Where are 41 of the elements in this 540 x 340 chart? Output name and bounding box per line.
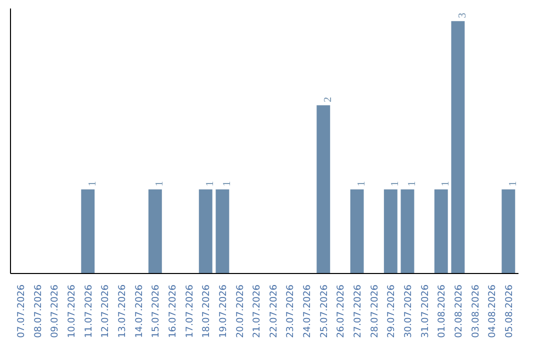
x-tick-label: 05.08.2026 [504, 284, 515, 338]
data-label: 1 [390, 181, 402, 186]
data-label: 2 [322, 96, 334, 102]
x-tick-label: 03.08.2026 [470, 284, 482, 338]
x-tick-label: 21.07.2026 [252, 284, 263, 338]
data-label: 1 [154, 181, 166, 186]
x-tick-label: 04.08.2026 [487, 284, 498, 338]
data-label: 1 [87, 181, 98, 186]
x-tick-label: 31.07.2026 [420, 284, 431, 338]
x-tick-label: 28.07.2026 [369, 284, 380, 338]
x-tick-label: 25.07.2026 [318, 284, 330, 338]
x-tick-label: 22.07.2026 [268, 284, 280, 338]
x-tick-label: 23.07.2026 [285, 284, 296, 338]
x-tick-label: 11.07.2026 [83, 284, 94, 338]
data-label: 1 [440, 181, 452, 186]
data-label: 1 [406, 181, 418, 186]
x-tick-label: 29.07.2026 [386, 284, 398, 338]
x-tick-label: 16.07.2026 [167, 284, 178, 338]
x-tick-label: 14.07.2026 [134, 284, 145, 338]
x-tick-label: 24.07.2026 [302, 284, 314, 338]
data-label: 1 [222, 181, 233, 186]
data-label: 1 [508, 181, 519, 186]
x-tick-label: 30.07.2026 [402, 284, 414, 338]
data-label: 1 [356, 181, 368, 186]
x-tick-label: 09.07.2026 [50, 284, 61, 338]
x-tick-label: 17.07.2026 [184, 284, 196, 338]
data-label: 3 [457, 12, 468, 18]
x-tick-label: 07.07.2026 [16, 284, 28, 338]
data-label: 1 [205, 181, 216, 186]
x-tick-label: 15.07.2026 [150, 284, 162, 338]
x-tick-label: 19.07.2026 [218, 284, 229, 338]
x-tick-label: 26.07.2026 [336, 284, 347, 338]
x-tick-label: 13.07.2026 [117, 284, 128, 338]
x-tick-label: 18.07.2026 [201, 284, 212, 338]
x-tick-label: 01.08.2026 [436, 284, 448, 338]
x-tick-label: 12.07.2026 [100, 284, 112, 338]
x-tick-label: 27.07.2026 [352, 284, 364, 338]
x-tick-label: 02.08.2026 [453, 284, 464, 338]
x-tick-label: 08.07.2026 [32, 284, 44, 338]
x-tick-label: 10.07.2026 [66, 284, 78, 338]
x-tick-label: 20.07.2026 [234, 284, 246, 338]
